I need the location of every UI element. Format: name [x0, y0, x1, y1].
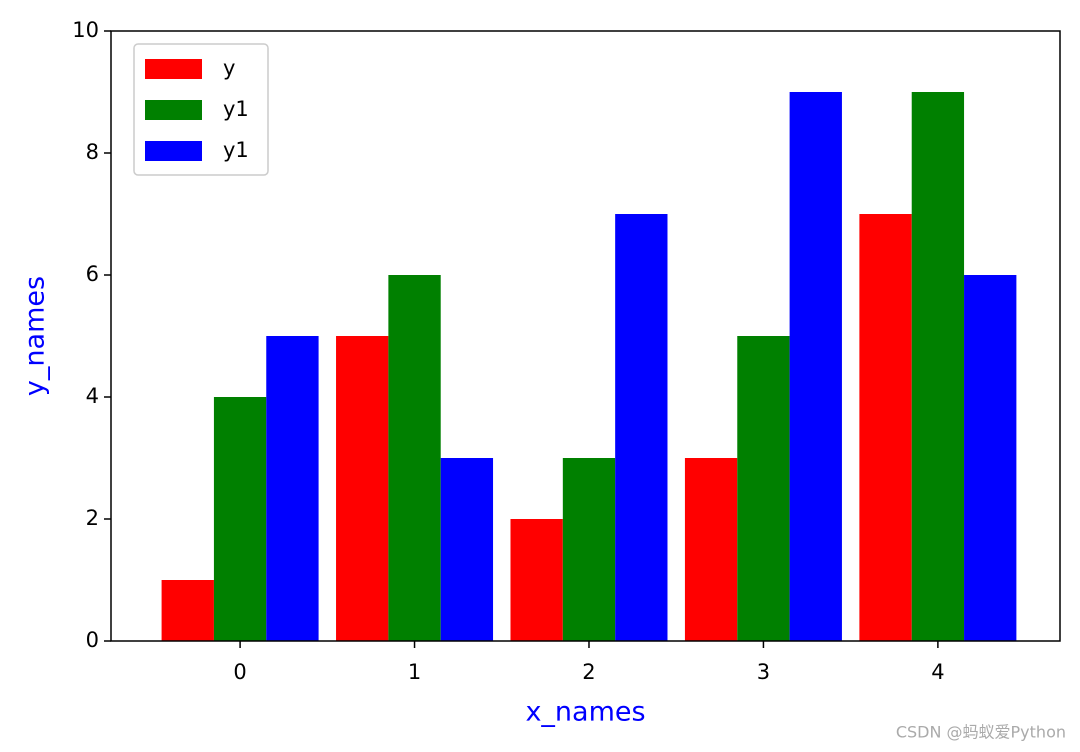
x-tick-label: 4 — [931, 660, 944, 684]
legend-swatch — [145, 59, 202, 79]
legend-label: y1 — [223, 97, 249, 121]
x-axis-label: x_names — [525, 697, 645, 728]
bar — [336, 336, 389, 641]
y-axis-label: y_names — [20, 276, 51, 396]
x-tick-label: 1 — [408, 660, 421, 684]
bar — [266, 336, 319, 641]
bar — [161, 580, 214, 641]
legend-label: y — [223, 56, 235, 80]
y-tick-label: 4 — [86, 384, 99, 408]
bar — [388, 275, 441, 641]
y-tick-label: 8 — [86, 140, 99, 164]
bar — [562, 458, 616, 641]
y-tick-label: 10 — [72, 18, 99, 42]
bar — [859, 214, 912, 641]
bar — [213, 397, 267, 641]
bar — [737, 336, 790, 641]
y-tick-label: 0 — [86, 628, 99, 652]
bar — [964, 275, 1017, 641]
x-tick-label: 0 — [233, 660, 246, 684]
bar — [440, 458, 494, 641]
bar — [615, 214, 668, 641]
plot-frame — [110, 30, 1061, 642]
x-tick-label: 3 — [757, 660, 770, 684]
bar — [911, 92, 965, 641]
x-tick-label: 2 — [582, 660, 595, 684]
legend-swatch — [145, 100, 202, 120]
bar — [789, 92, 842, 641]
legend-swatch — [145, 141, 202, 161]
bar — [684, 458, 738, 641]
bar — [510, 519, 563, 641]
y-tick-label: 6 — [86, 262, 99, 286]
y-tick-label: 2 — [86, 506, 99, 530]
legend-label: y1 — [223, 138, 249, 162]
watermark: CSDN @蚂蚁爱Python — [896, 723, 1066, 742]
